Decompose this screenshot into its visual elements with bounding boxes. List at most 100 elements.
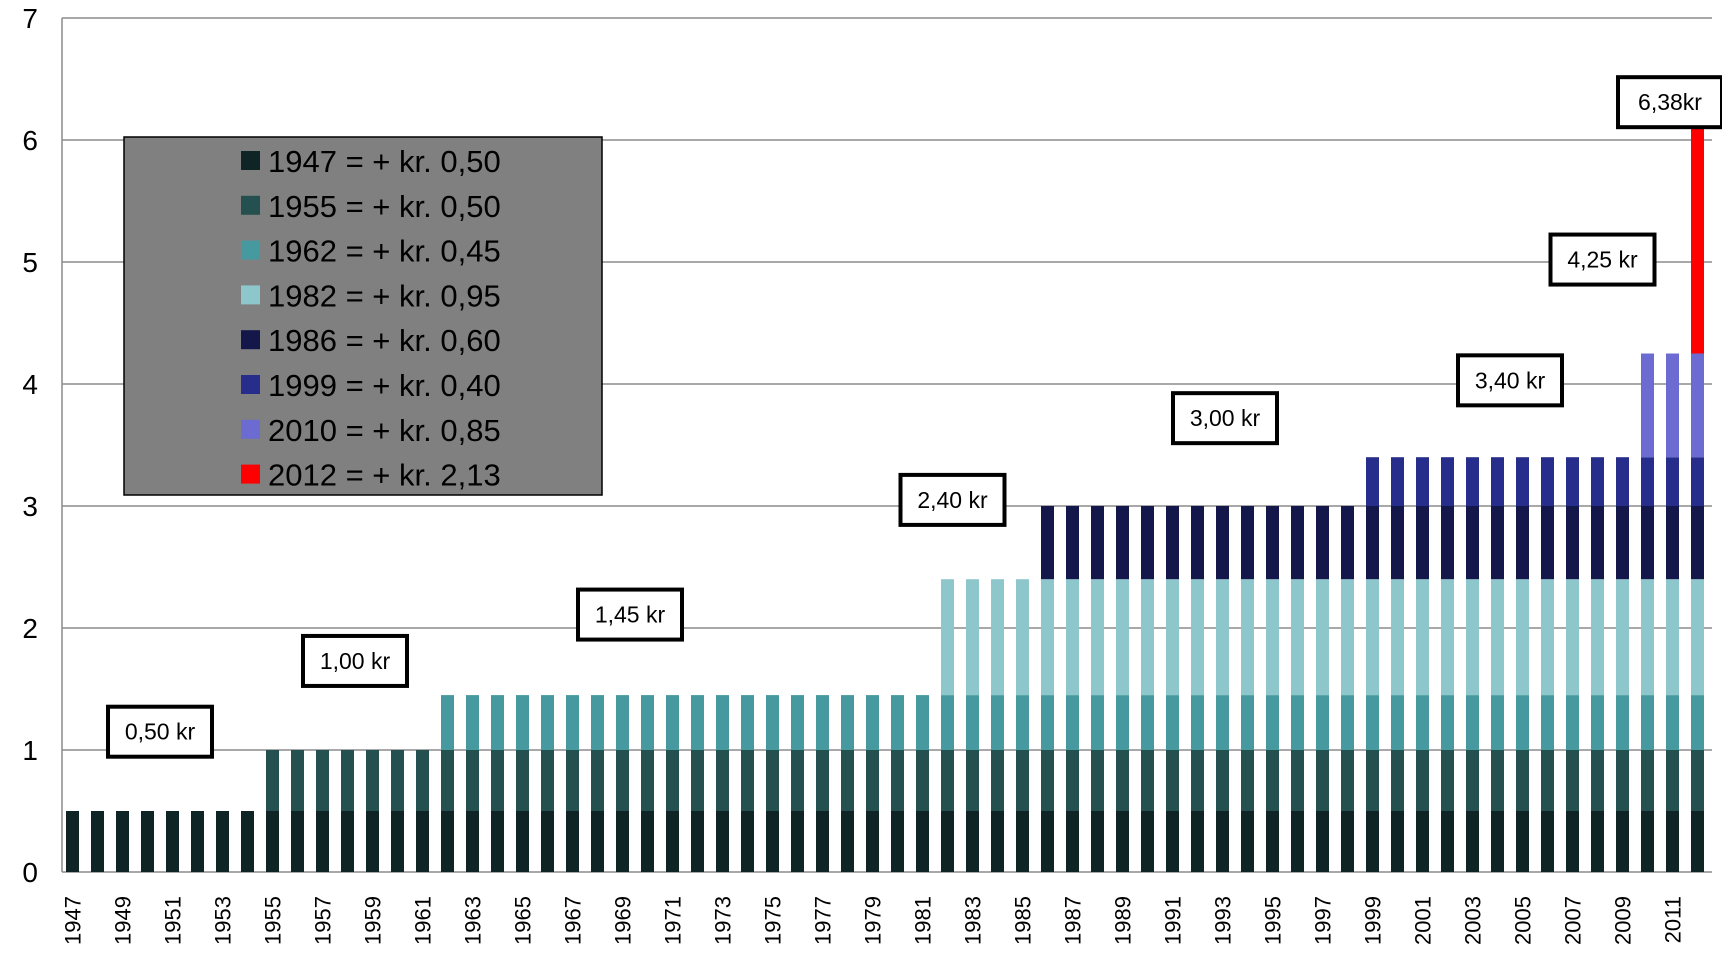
x-tick-label: 1957	[311, 896, 336, 945]
bar-segment	[1666, 457, 1679, 506]
legend-swatch	[241, 419, 260, 439]
axes	[61, 18, 1712, 873]
bar-segment	[1366, 457, 1379, 506]
bar-segment	[1091, 695, 1104, 750]
legend-entry: 1999 = + kr. 0,40	[268, 368, 501, 403]
bar-segment	[1441, 457, 1454, 506]
y-tick-label: 4	[22, 369, 38, 400]
bar-segment	[1191, 506, 1204, 580]
bar-segment	[1491, 811, 1504, 872]
x-tick-label: 1947	[61, 896, 86, 945]
bar-segment	[966, 811, 979, 872]
bar-segment	[1691, 579, 1704, 696]
bar-segment	[1516, 750, 1529, 811]
bar-segment	[1341, 506, 1354, 580]
bar-segment	[1141, 506, 1154, 580]
legend-swatch	[241, 375, 260, 394]
bar-segment	[1141, 695, 1154, 750]
bar-segment	[866, 750, 879, 811]
annotation-callout: 3,40 kr	[1456, 353, 1564, 408]
bar-segment	[541, 695, 554, 750]
callout-box	[898, 472, 1007, 527]
callout-box	[301, 633, 409, 688]
bar-segment	[1166, 695, 1179, 750]
bar-segment	[1341, 811, 1354, 872]
x-tick-label: 1963	[461, 896, 486, 945]
bar-segment	[1566, 695, 1579, 750]
bar-segment	[216, 811, 229, 872]
bar-segment	[291, 811, 304, 872]
bar-segment	[1241, 695, 1254, 750]
bar-segment	[1666, 506, 1679, 580]
bar-segment	[1691, 457, 1704, 506]
bar-segment	[291, 750, 304, 811]
bar-segment	[1341, 695, 1354, 750]
bar-segment	[741, 750, 754, 811]
bar-segment	[741, 811, 754, 872]
bar-segment	[1091, 579, 1104, 696]
bar-segment	[1416, 811, 1429, 872]
bar-segment	[1516, 579, 1529, 696]
x-tick-label: 1955	[261, 896, 286, 945]
bar-segment	[1216, 506, 1229, 580]
legend-entry: 1955 = + kr. 0,50	[268, 189, 501, 224]
callout-box	[576, 587, 684, 642]
legend-box	[123, 136, 603, 496]
bar-segment	[1291, 695, 1304, 750]
bar-segment	[1416, 457, 1429, 506]
bar-segment	[1066, 695, 1079, 750]
bar-segment	[841, 750, 854, 811]
bar-segment	[1041, 811, 1054, 872]
bar-segment	[1141, 811, 1154, 872]
callout-label: 0,50 kr	[125, 719, 196, 745]
bar-segment	[1216, 811, 1229, 872]
y-tick-label: 7	[22, 3, 38, 34]
bar-segment	[1016, 811, 1029, 872]
bar-segment	[1466, 506, 1479, 580]
bar-segment	[1591, 457, 1604, 506]
bar-segment	[1666, 579, 1679, 696]
bar-segment	[1616, 750, 1629, 811]
y-tick-label: 3	[22, 491, 38, 522]
bar-segment	[916, 695, 929, 750]
annotation-callout: 0,50 kr	[106, 704, 214, 759]
x-tick-label: 2007	[1561, 896, 1586, 945]
bar-segment	[1041, 695, 1054, 750]
bar-segment	[1091, 506, 1104, 580]
bar-segment	[341, 750, 354, 811]
bar-segment	[516, 750, 529, 811]
bar-segment	[366, 750, 379, 811]
bar-segment	[491, 811, 504, 872]
x-tick-label: 1961	[411, 896, 436, 945]
bar-segment	[1041, 506, 1054, 580]
bar-segment	[641, 695, 654, 750]
x-tick-label: 1995	[1261, 896, 1286, 945]
bar-segment	[1441, 750, 1454, 811]
callout-box	[1548, 232, 1657, 287]
bar-segment	[1441, 506, 1454, 580]
bar-segment	[1016, 750, 1029, 811]
bar-segment	[1191, 695, 1204, 750]
bar-segment	[191, 811, 204, 872]
bar-segment	[466, 695, 479, 750]
bar-segment	[1666, 811, 1679, 872]
x-tick-label: 1993	[1211, 896, 1236, 945]
bar-segment	[341, 811, 354, 872]
legend-swatch	[241, 151, 260, 170]
bar-segment	[791, 695, 804, 750]
bar-segment	[466, 750, 479, 811]
bar-segment	[641, 811, 654, 872]
bar-segment	[1116, 506, 1129, 580]
bar-segment	[1566, 750, 1579, 811]
bar-segment	[1616, 811, 1629, 872]
bar-segment	[1016, 579, 1029, 696]
bar-segment	[1666, 695, 1679, 750]
bar-segment	[841, 811, 854, 872]
x-tick-label: 1989	[1111, 896, 1136, 945]
bar-segment	[766, 811, 779, 872]
bar-segment	[1566, 457, 1579, 506]
annotation-callout: 6,38kr	[1616, 75, 1722, 130]
bar-segment	[1441, 811, 1454, 872]
callout-label: 2,40 kr	[917, 487, 988, 513]
